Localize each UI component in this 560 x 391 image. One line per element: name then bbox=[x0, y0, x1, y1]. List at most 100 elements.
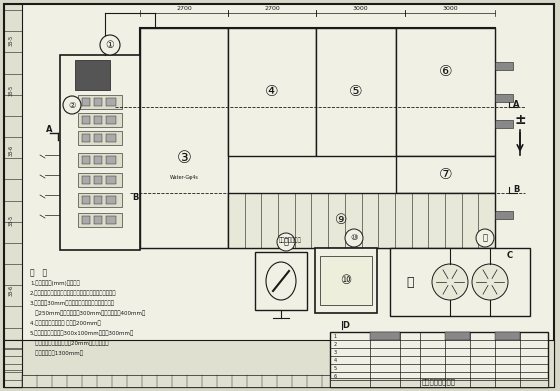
Bar bbox=[82, 134, 90, 142]
Bar bbox=[106, 116, 116, 124]
Bar bbox=[106, 176, 116, 184]
Circle shape bbox=[472, 264, 508, 300]
Bar bbox=[495, 120, 513, 128]
Text: 33-5: 33-5 bbox=[8, 34, 13, 46]
Bar bbox=[78, 153, 122, 167]
Bar bbox=[370, 332, 400, 340]
Bar bbox=[4, 340, 22, 387]
Text: 设备名称及规格: 设备名称及规格 bbox=[279, 237, 301, 243]
Text: 备   注: 备 注 bbox=[30, 268, 47, 277]
Circle shape bbox=[345, 229, 363, 247]
Bar bbox=[4, 4, 22, 387]
Bar bbox=[315, 248, 377, 313]
Text: A: A bbox=[513, 100, 520, 109]
Bar bbox=[82, 196, 90, 204]
Bar bbox=[445, 332, 470, 340]
Text: ⑩: ⑩ bbox=[350, 233, 358, 242]
Bar bbox=[316, 28, 396, 156]
Bar bbox=[78, 173, 122, 187]
Text: ⑩: ⑩ bbox=[340, 274, 352, 287]
Text: 水，达到插屔孔工心距雐20mm，间距插屔孔: 水，达到插屔孔工心距雐20mm，间距插屔孔 bbox=[30, 340, 109, 346]
Text: Water-Gφ4s: Water-Gφ4s bbox=[170, 176, 198, 181]
Text: 2.主建设备底面均则采用混凝土局部无筋局部大对等分布。: 2.主建设备底面均则采用混凝土局部无筋局部大对等分布。 bbox=[30, 290, 116, 296]
Bar bbox=[94, 196, 102, 204]
Text: 33-5: 33-5 bbox=[8, 84, 13, 95]
Text: ⑪: ⑪ bbox=[283, 237, 288, 246]
Bar bbox=[82, 98, 90, 106]
Bar bbox=[495, 211, 513, 219]
Text: 3000: 3000 bbox=[442, 5, 458, 11]
Bar bbox=[94, 176, 102, 184]
Text: ①: ① bbox=[106, 40, 114, 50]
Bar bbox=[390, 248, 530, 316]
Text: 为250mm，抑封厚度为300mm，反冲厚度为400mm。: 为250mm，抑封厚度为300mm，反冲厚度为400mm。 bbox=[30, 310, 145, 316]
Bar bbox=[78, 113, 122, 127]
Bar bbox=[106, 134, 116, 142]
Text: ②: ② bbox=[68, 100, 76, 109]
Bar bbox=[495, 332, 520, 340]
Text: ⑫: ⑫ bbox=[406, 276, 414, 289]
Bar bbox=[106, 98, 116, 106]
Bar bbox=[82, 216, 90, 224]
Bar bbox=[82, 116, 90, 124]
Circle shape bbox=[277, 233, 295, 251]
Bar bbox=[4, 340, 554, 387]
Circle shape bbox=[63, 96, 81, 114]
Bar bbox=[94, 116, 102, 124]
Text: 4.设备连动场地地榔。 地平为200mm。: 4.设备连动场地地榔。 地平为200mm。 bbox=[30, 320, 101, 326]
Text: 6: 6 bbox=[333, 373, 337, 378]
Text: 33-5: 33-5 bbox=[8, 214, 13, 226]
Text: 2: 2 bbox=[333, 341, 337, 346]
Bar bbox=[228, 193, 495, 248]
Text: ⑥: ⑥ bbox=[438, 64, 452, 79]
Bar bbox=[330, 332, 548, 387]
Text: B: B bbox=[132, 194, 138, 203]
Bar bbox=[94, 98, 102, 106]
Text: 2700: 2700 bbox=[264, 5, 280, 11]
Circle shape bbox=[476, 229, 494, 247]
Text: 33-6: 33-6 bbox=[8, 284, 13, 296]
Text: 污水处理站平面图: 污水处理站平面图 bbox=[422, 379, 456, 385]
Text: ⑨: ⑨ bbox=[335, 213, 348, 228]
Bar bbox=[228, 28, 316, 156]
Text: 1: 1 bbox=[333, 334, 337, 339]
Text: ±: ± bbox=[514, 113, 526, 127]
Text: ⑦: ⑦ bbox=[438, 167, 452, 182]
Bar bbox=[78, 213, 122, 227]
Bar bbox=[495, 62, 513, 70]
Text: 33-6: 33-6 bbox=[8, 144, 13, 156]
Text: 1.本图尺寸以(mm)为单位。: 1.本图尺寸以(mm)为单位。 bbox=[30, 280, 80, 285]
Ellipse shape bbox=[266, 262, 296, 300]
Text: ④: ④ bbox=[265, 84, 279, 99]
Text: 3.反冲外径30mm，进水口、出水口等设备安装外径: 3.反冲外径30mm，进水口、出水口等设备安装外径 bbox=[30, 300, 115, 306]
Text: 2700: 2700 bbox=[176, 5, 192, 11]
Bar bbox=[78, 193, 122, 207]
Text: ⑤: ⑤ bbox=[349, 84, 363, 99]
Bar bbox=[22, 375, 330, 387]
Bar bbox=[106, 156, 116, 164]
Bar bbox=[94, 156, 102, 164]
Bar bbox=[330, 378, 548, 387]
Bar bbox=[140, 28, 495, 248]
Bar bbox=[82, 156, 90, 164]
Bar bbox=[140, 28, 228, 248]
Bar bbox=[94, 134, 102, 142]
Text: D: D bbox=[343, 321, 349, 330]
Text: 3: 3 bbox=[333, 350, 337, 355]
Text: B: B bbox=[513, 185, 519, 194]
Bar bbox=[320, 256, 372, 305]
Circle shape bbox=[432, 264, 468, 300]
Text: 4: 4 bbox=[333, 357, 337, 362]
Bar bbox=[495, 94, 513, 102]
Bar bbox=[94, 216, 102, 224]
Text: 5: 5 bbox=[333, 366, 337, 371]
Text: C: C bbox=[507, 251, 513, 260]
Text: ⑫: ⑫ bbox=[483, 233, 488, 242]
Bar bbox=[106, 196, 116, 204]
Bar bbox=[78, 131, 122, 145]
Text: 插屔孔心距雐1300mm。: 插屔孔心距雐1300mm。 bbox=[30, 350, 83, 355]
Bar bbox=[82, 176, 90, 184]
Text: ③: ③ bbox=[176, 149, 192, 167]
Bar bbox=[60, 55, 140, 250]
Bar bbox=[255, 252, 307, 310]
